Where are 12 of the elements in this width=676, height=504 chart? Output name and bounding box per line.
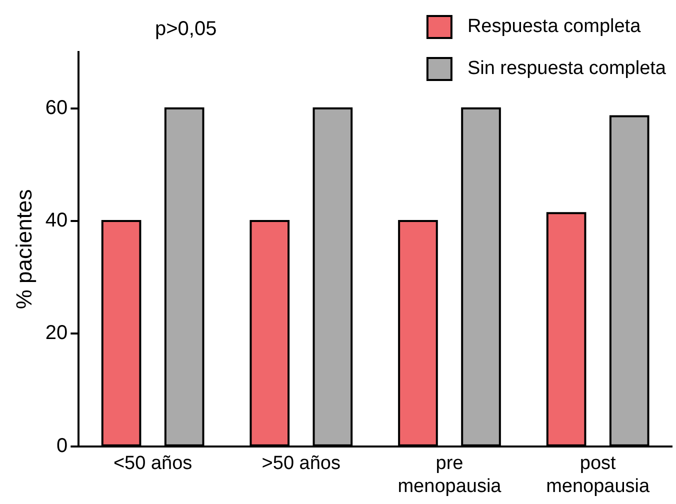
text: p>0,05 <box>155 18 217 41</box>
x-tick-label: pre menopausia <box>398 453 502 497</box>
y-tick-label: 0 <box>56 434 68 457</box>
y-tick-label: 20 <box>45 322 68 344</box>
legend-label: Sin respuesta completa <box>467 58 666 80</box>
x-tick-label: >50 años <box>262 453 341 474</box>
x-tick-label: post menopausia <box>546 453 650 497</box>
x-tick-label: <50 años <box>113 453 192 474</box>
y-tick-label: 60 <box>45 96 68 119</box>
y-tick-label: 40 <box>45 210 68 232</box>
legend-label: Respuesta completa <box>467 16 642 38</box>
y-axis-title: % pacientes <box>11 189 36 310</box>
